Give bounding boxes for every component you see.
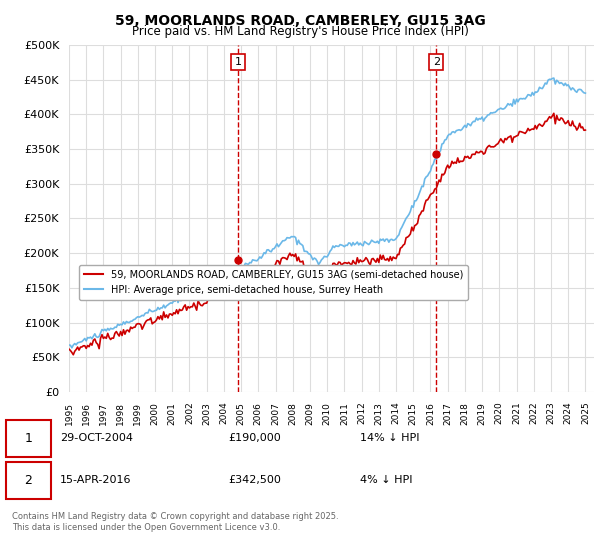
Text: 15-APR-2016: 15-APR-2016 (60, 475, 131, 486)
FancyBboxPatch shape (6, 420, 51, 457)
Text: 1: 1 (24, 432, 32, 445)
Text: £342,500: £342,500 (228, 475, 281, 486)
Text: Contains HM Land Registry data © Crown copyright and database right 2025.
This d: Contains HM Land Registry data © Crown c… (12, 512, 338, 532)
Text: 1: 1 (235, 57, 242, 67)
Text: 2: 2 (433, 57, 440, 67)
Text: 59, MOORLANDS ROAD, CAMBERLEY, GU15 3AG: 59, MOORLANDS ROAD, CAMBERLEY, GU15 3AG (115, 14, 485, 28)
Text: 2: 2 (24, 474, 32, 487)
Text: 14% ↓ HPI: 14% ↓ HPI (360, 433, 419, 444)
Text: Price paid vs. HM Land Registry's House Price Index (HPI): Price paid vs. HM Land Registry's House … (131, 25, 469, 38)
Text: 4% ↓ HPI: 4% ↓ HPI (360, 475, 413, 486)
Text: 29-OCT-2004: 29-OCT-2004 (60, 433, 133, 444)
Legend: 59, MOORLANDS ROAD, CAMBERLEY, GU15 3AG (semi-detached house), HPI: Average pric: 59, MOORLANDS ROAD, CAMBERLEY, GU15 3AG … (79, 265, 469, 300)
Text: £190,000: £190,000 (228, 433, 281, 444)
FancyBboxPatch shape (6, 462, 51, 499)
